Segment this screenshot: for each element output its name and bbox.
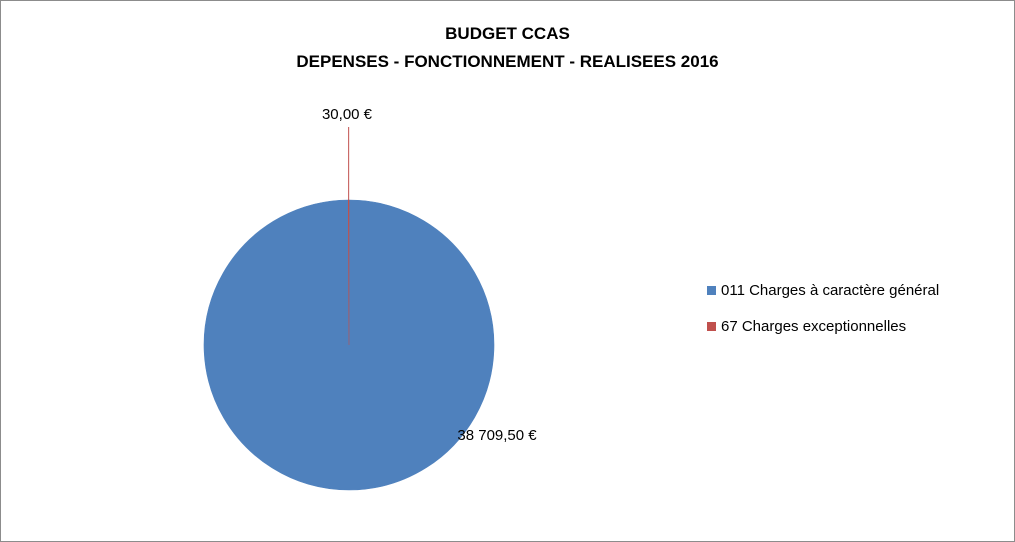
legend-item-011: 011 Charges à caractère général (707, 282, 939, 299)
data-label-67: 30,00 € (322, 106, 373, 123)
legend-item-67: 67 Charges exceptionnelles (707, 318, 906, 335)
chart-subtitle: DEPENSES - FONCTIONNEMENT - REALISEES 20… (296, 52, 719, 71)
legend-label-67: 67 Charges exceptionnelles (721, 318, 907, 335)
chart-title: BUDGET CCAS (445, 24, 570, 43)
legend-label-011: 011 Charges à caractère général (721, 282, 940, 299)
data-label-011: 38 709,50 € (457, 427, 537, 444)
legend-swatch-011 (707, 286, 716, 295)
legend-swatch-67 (707, 322, 716, 331)
